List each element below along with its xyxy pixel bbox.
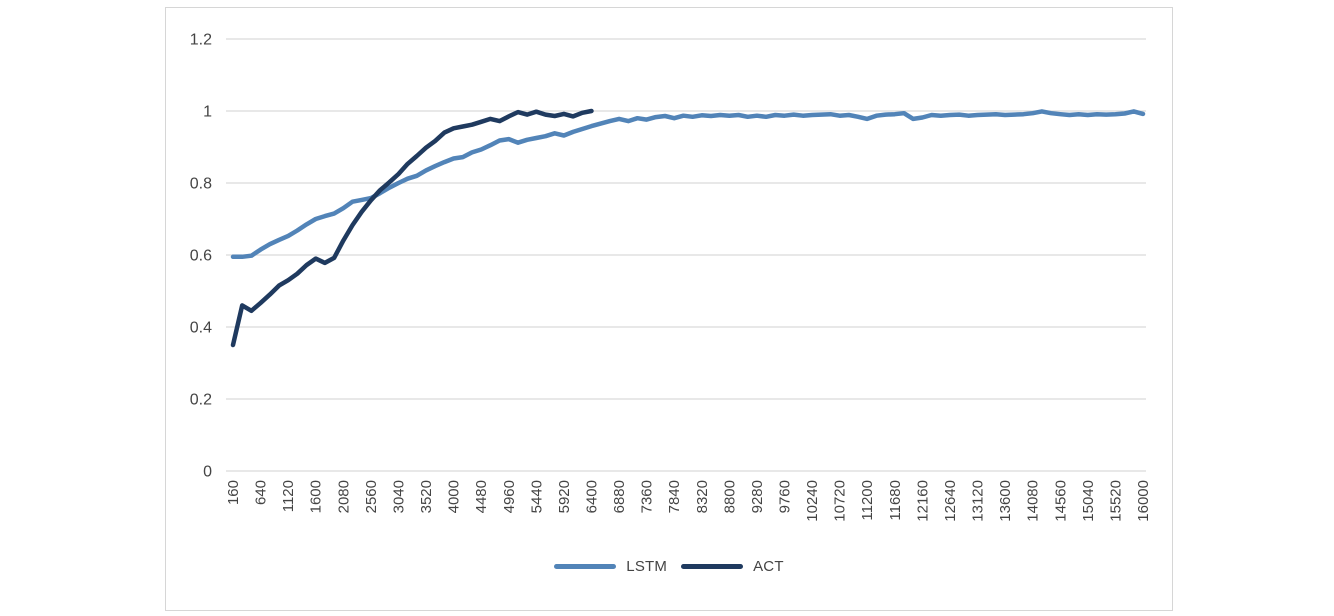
x-axis-tick-label: 10720	[832, 480, 849, 522]
x-axis-tick-label: 7360	[639, 480, 656, 513]
x-axis-tick-label: 11680	[887, 480, 904, 521]
x-axis-tick-label: 15520	[1107, 480, 1124, 522]
y-axis-tick-label: 0.6	[190, 248, 212, 265]
x-axis-tick-label: 6400	[583, 480, 600, 513]
x-axis-tick-label: 8800	[721, 480, 738, 513]
legend-item-act: ACT	[681, 558, 784, 575]
y-axis-tick-label: 0.4	[190, 320, 212, 337]
x-axis-tick-label: 3040	[390, 480, 407, 513]
x-axis-tick-label: 13600	[997, 480, 1014, 522]
legend-label-act: ACT	[753, 558, 784, 575]
x-axis-tick-label: 14080	[1025, 480, 1042, 522]
x-axis-tick-label: 16000	[1135, 480, 1152, 522]
x-axis-tick-label: 2080	[335, 480, 352, 513]
y-axis-tick-label: 0	[203, 464, 212, 481]
x-axis-tick-label: 640	[253, 480, 270, 505]
x-axis-tick-label: 11200	[859, 480, 876, 521]
y-axis-tick-label: 1.2	[190, 32, 212, 49]
x-axis-tick-label: 13120	[970, 480, 987, 522]
y-axis-tick-label: 1	[203, 104, 212, 121]
chart-frame: 0 0.2 0.4 0.6 0.8 1 1.2 160 640 1120 1600 2080 2560 3…	[165, 7, 1173, 611]
legend-label-lstm: LSTM	[626, 558, 668, 575]
x-axis-tick-label: 1600	[308, 480, 325, 513]
y-axis-tick-label: 0.2	[190, 392, 212, 409]
chart-legend: LSTM ACT	[166, 558, 1172, 575]
x-axis-tick-label: 7840	[666, 480, 683, 513]
x-axis-tick-label: 9760	[777, 480, 794, 513]
x-axis-tick-label: 10240	[804, 480, 821, 522]
act-line-swatch-icon	[681, 564, 744, 569]
series-line-lstm	[230, 109, 1146, 260]
x-axis-tick-label: 9280	[749, 480, 766, 513]
lstm-line-swatch-icon	[554, 564, 617, 569]
x-axis-tick-label: 1120	[280, 480, 297, 512]
x-axis-tick-label: 15040	[1080, 480, 1097, 522]
legend-item-lstm: LSTM	[554, 558, 667, 575]
x-axis-tick-label: 160	[225, 480, 242, 505]
x-axis-tick-label: 6880	[611, 480, 628, 513]
x-axis-tick-label: 14560	[1052, 480, 1069, 522]
line-chart-plot: 0 0.2 0.4 0.6 0.8 1 1.2 160 640 1120 1600 2080 2560 3…	[190, 32, 1152, 522]
y-axis-tick-label: 0.8	[190, 176, 212, 193]
x-axis-tick-label: 3520	[418, 480, 435, 513]
x-axis-tick-label: 12160	[914, 480, 931, 522]
x-axis-tick-label: 4960	[501, 480, 518, 513]
x-axis-tick-label: 4480	[473, 480, 490, 513]
x-axis-tick-label: 8320	[694, 480, 711, 513]
x-axis-tick-label: 12640	[942, 480, 959, 522]
x-axis-tick-label: 4000	[446, 480, 463, 513]
x-axis-tick-label: 5920	[556, 480, 573, 513]
series-line-act	[230, 108, 594, 348]
x-axis-tick-label: 2560	[363, 480, 380, 513]
x-axis-tick-label: 5440	[528, 480, 545, 513]
